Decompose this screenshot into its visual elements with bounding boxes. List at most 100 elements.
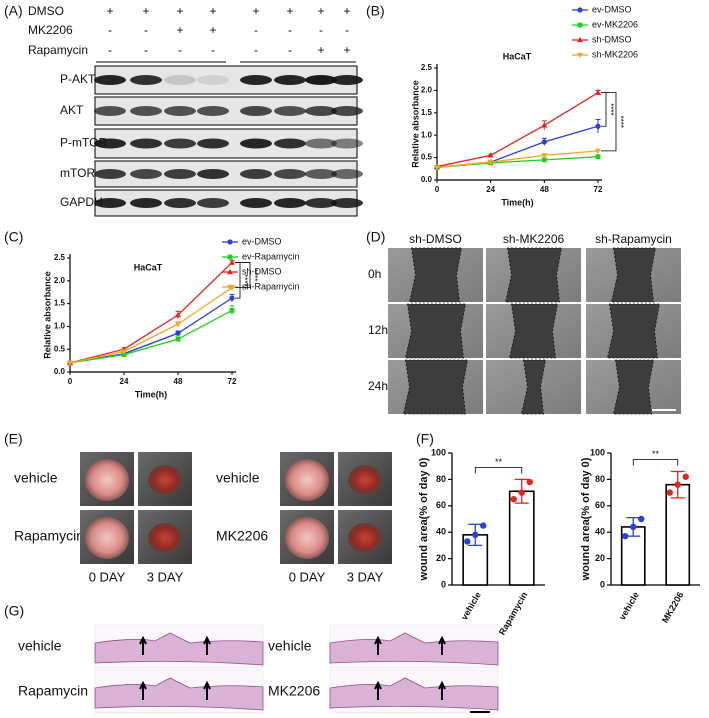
treatment-sign: + bbox=[142, 4, 149, 18]
legend-label: ev-DMSO bbox=[242, 236, 282, 246]
point bbox=[541, 139, 547, 145]
blot-band bbox=[240, 75, 272, 85]
y-tick-label: 100 bbox=[590, 447, 605, 457]
wound-gap bbox=[611, 247, 656, 303]
y-tick-label: 2.5 bbox=[421, 63, 433, 72]
day-label: 3 DAY bbox=[147, 569, 184, 584]
wound-gap bbox=[509, 303, 558, 359]
significance-bracket bbox=[235, 262, 251, 289]
x-tick-label: 24 bbox=[486, 185, 495, 194]
blot-band bbox=[331, 169, 363, 179]
point bbox=[595, 148, 601, 155]
blot-band bbox=[331, 198, 363, 208]
series-line bbox=[69, 262, 233, 364]
panel-letter: (A) bbox=[4, 3, 23, 19]
blot-band bbox=[240, 169, 272, 179]
significance-label: **** bbox=[250, 269, 259, 281]
significance-bracket bbox=[632, 459, 679, 466]
treatment-sign: - bbox=[144, 23, 148, 37]
legend-label: ev-MK2206 bbox=[592, 19, 638, 29]
y-tick-label: 60 bbox=[436, 500, 446, 510]
point bbox=[577, 36, 583, 43]
data-point bbox=[472, 531, 479, 539]
wound bbox=[85, 517, 129, 559]
arrow bbox=[438, 635, 446, 655]
blot-band bbox=[94, 138, 126, 149]
treatment-sign: - bbox=[144, 43, 148, 57]
point bbox=[541, 122, 548, 128]
y-tick-label: 0.0 bbox=[421, 175, 433, 184]
y-tick-label: 0.5 bbox=[54, 344, 66, 353]
x-tick-label: vehicle bbox=[459, 590, 483, 621]
y-tick-label: 80 bbox=[436, 474, 446, 484]
treatment-sign: + bbox=[176, 4, 183, 18]
x-axis-label: Time(h) bbox=[501, 197, 533, 207]
y-tick-label: 1.0 bbox=[421, 130, 433, 139]
treatment-label: MK2206 bbox=[28, 23, 73, 37]
point bbox=[175, 330, 181, 336]
y-tick-label: 20 bbox=[436, 553, 446, 563]
row-label: 24h bbox=[368, 379, 388, 393]
legend-label: sh-MK2206 bbox=[592, 49, 638, 59]
treatment-sign: - bbox=[288, 43, 292, 57]
significance-label: **** bbox=[240, 274, 249, 286]
group-label: Rapamycin bbox=[18, 683, 88, 699]
y-tick-label: 1.5 bbox=[54, 299, 66, 308]
blot-band bbox=[197, 75, 229, 85]
treatment-sign: + bbox=[252, 4, 259, 18]
blot-band bbox=[331, 75, 363, 85]
point bbox=[595, 89, 601, 95]
blot-band bbox=[240, 198, 272, 208]
treatment-sign: - bbox=[254, 43, 258, 57]
protein-label: AKT bbox=[60, 103, 84, 117]
y-tick-label: 80 bbox=[595, 474, 605, 484]
blot-band bbox=[130, 138, 162, 149]
point bbox=[175, 321, 181, 328]
bar bbox=[665, 483, 691, 586]
column-label: sh-MK2206 bbox=[503, 232, 565, 246]
x-tick-label: 0 bbox=[68, 377, 73, 386]
blot-band bbox=[240, 138, 272, 149]
treatment-sign: - bbox=[178, 43, 182, 57]
point bbox=[121, 349, 127, 355]
panel-letter: (F) bbox=[416, 431, 434, 447]
blot-band bbox=[130, 106, 162, 116]
series-line bbox=[436, 92, 599, 168]
blot-band bbox=[164, 198, 196, 208]
panel-letter: (B) bbox=[366, 3, 385, 19]
x-tick-label: Rapamycin bbox=[497, 590, 530, 637]
blot-band bbox=[331, 138, 363, 149]
blot-band bbox=[305, 138, 337, 149]
point bbox=[487, 152, 494, 158]
x-tick-label: 48 bbox=[540, 185, 549, 194]
treatment-sign: + bbox=[286, 4, 293, 18]
y-tick-label: 0.5 bbox=[421, 153, 433, 162]
treatment-sign: - bbox=[345, 23, 349, 37]
data-point bbox=[666, 489, 673, 496]
arrow bbox=[374, 680, 382, 700]
significance-bracket bbox=[601, 92, 617, 152]
series-line bbox=[436, 150, 599, 169]
protein-label: mTOR bbox=[60, 166, 95, 180]
group-label: Rapamycin bbox=[14, 528, 84, 544]
wound bbox=[285, 459, 329, 501]
wound-gap bbox=[403, 359, 468, 415]
row-label: 12h bbox=[368, 323, 388, 337]
chart-title: HaCaT bbox=[134, 262, 163, 272]
y-tick-label: 40 bbox=[436, 527, 446, 537]
arrow bbox=[139, 680, 147, 700]
treatment-sign: + bbox=[317, 4, 324, 18]
blot-band bbox=[274, 169, 306, 179]
y-tick-label: 0 bbox=[600, 579, 605, 589]
panel-letter: (D) bbox=[366, 229, 385, 245]
day-label: 3 DAY bbox=[347, 569, 384, 584]
blot-band bbox=[305, 169, 337, 179]
point bbox=[577, 7, 583, 13]
legend-label: ev-Rapamycin bbox=[242, 251, 300, 261]
blot-band bbox=[94, 75, 126, 85]
data-point bbox=[622, 532, 629, 540]
treatment-sign: - bbox=[108, 43, 112, 57]
point bbox=[595, 154, 601, 160]
wound bbox=[148, 465, 182, 495]
point bbox=[227, 254, 233, 260]
